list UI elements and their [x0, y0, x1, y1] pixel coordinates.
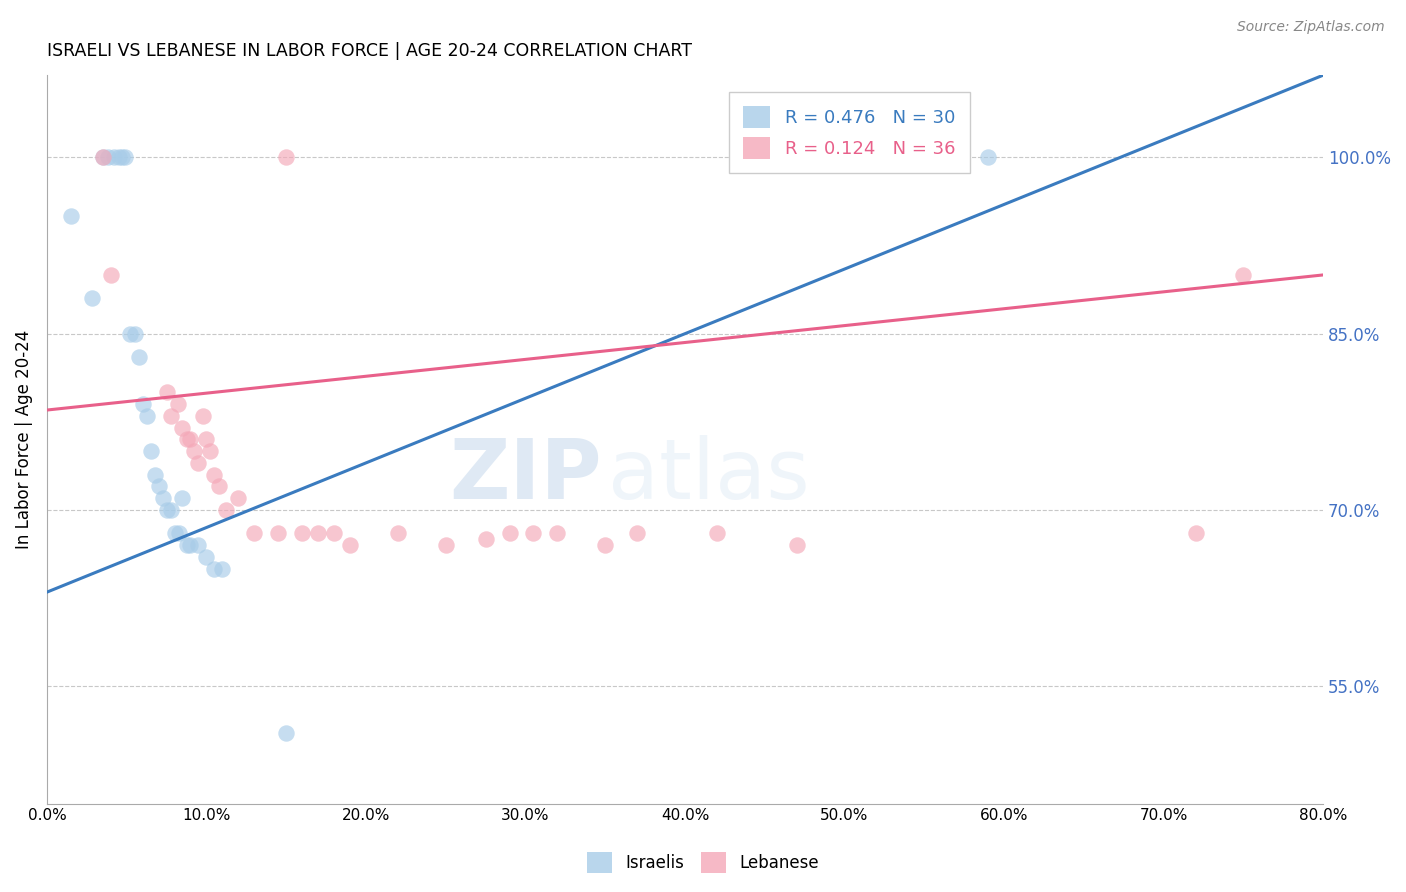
Point: [176, 538, 198, 552]
Point: [593, 538, 616, 552]
Point: [243, 526, 266, 541]
Point: [474, 533, 496, 547]
Point: [155, 503, 177, 517]
Text: ZIP: ZIP: [450, 435, 602, 516]
Point: [214, 503, 236, 517]
Point: [148, 479, 170, 493]
Point: [977, 151, 1000, 165]
Legend: Israelis, Lebanese: Israelis, Lebanese: [581, 846, 825, 880]
Point: [546, 526, 568, 541]
Point: [307, 526, 329, 541]
Point: [183, 444, 205, 458]
Point: [100, 268, 122, 282]
Point: [80, 292, 103, 306]
Point: [160, 503, 183, 517]
Point: [91, 151, 114, 165]
Point: [786, 538, 808, 552]
Point: [96, 151, 118, 165]
Point: [202, 467, 225, 482]
Point: [172, 491, 194, 505]
Point: [139, 444, 162, 458]
Point: [59, 209, 82, 223]
Point: [1184, 526, 1206, 541]
Point: [339, 538, 361, 552]
Point: [172, 420, 194, 434]
Point: [195, 549, 218, 564]
Point: [152, 491, 174, 505]
Point: [211, 561, 233, 575]
Text: ISRAELI VS LEBANESE IN LABOR FORCE | AGE 20-24 CORRELATION CHART: ISRAELI VS LEBANESE IN LABOR FORCE | AGE…: [46, 42, 692, 60]
Point: [111, 151, 134, 165]
Point: [1232, 268, 1254, 282]
Point: [114, 151, 136, 165]
Legend: R = 0.476   N = 30, R = 0.124   N = 36: R = 0.476 N = 30, R = 0.124 N = 36: [728, 92, 970, 173]
Point: [124, 326, 146, 341]
Point: [145, 467, 167, 482]
Point: [179, 538, 201, 552]
Point: [267, 526, 290, 541]
Point: [276, 726, 298, 740]
Point: [195, 433, 218, 447]
Point: [118, 326, 141, 341]
Point: [626, 526, 648, 541]
Point: [169, 526, 191, 541]
Point: [187, 538, 209, 552]
Point: [498, 526, 520, 541]
Point: [176, 433, 198, 447]
Point: [387, 526, 409, 541]
Text: atlas: atlas: [609, 435, 810, 516]
Point: [706, 526, 728, 541]
Point: [434, 538, 457, 552]
Point: [187, 456, 209, 470]
Point: [160, 409, 183, 423]
Point: [136, 409, 159, 423]
Point: [131, 397, 153, 411]
Point: [522, 526, 544, 541]
Point: [91, 151, 114, 165]
Point: [208, 479, 231, 493]
Point: [323, 526, 346, 541]
Point: [198, 444, 221, 458]
Point: [179, 433, 201, 447]
Y-axis label: In Labor Force | Age 20-24: In Labor Force | Age 20-24: [15, 330, 32, 549]
Point: [163, 526, 186, 541]
Point: [107, 151, 129, 165]
Point: [291, 526, 314, 541]
Point: [202, 561, 225, 575]
Text: Source: ZipAtlas.com: Source: ZipAtlas.com: [1237, 20, 1385, 34]
Point: [193, 409, 215, 423]
Point: [228, 491, 250, 505]
Point: [103, 151, 125, 165]
Point: [276, 151, 298, 165]
Point: [166, 397, 188, 411]
Point: [155, 385, 177, 400]
Point: [128, 350, 150, 364]
